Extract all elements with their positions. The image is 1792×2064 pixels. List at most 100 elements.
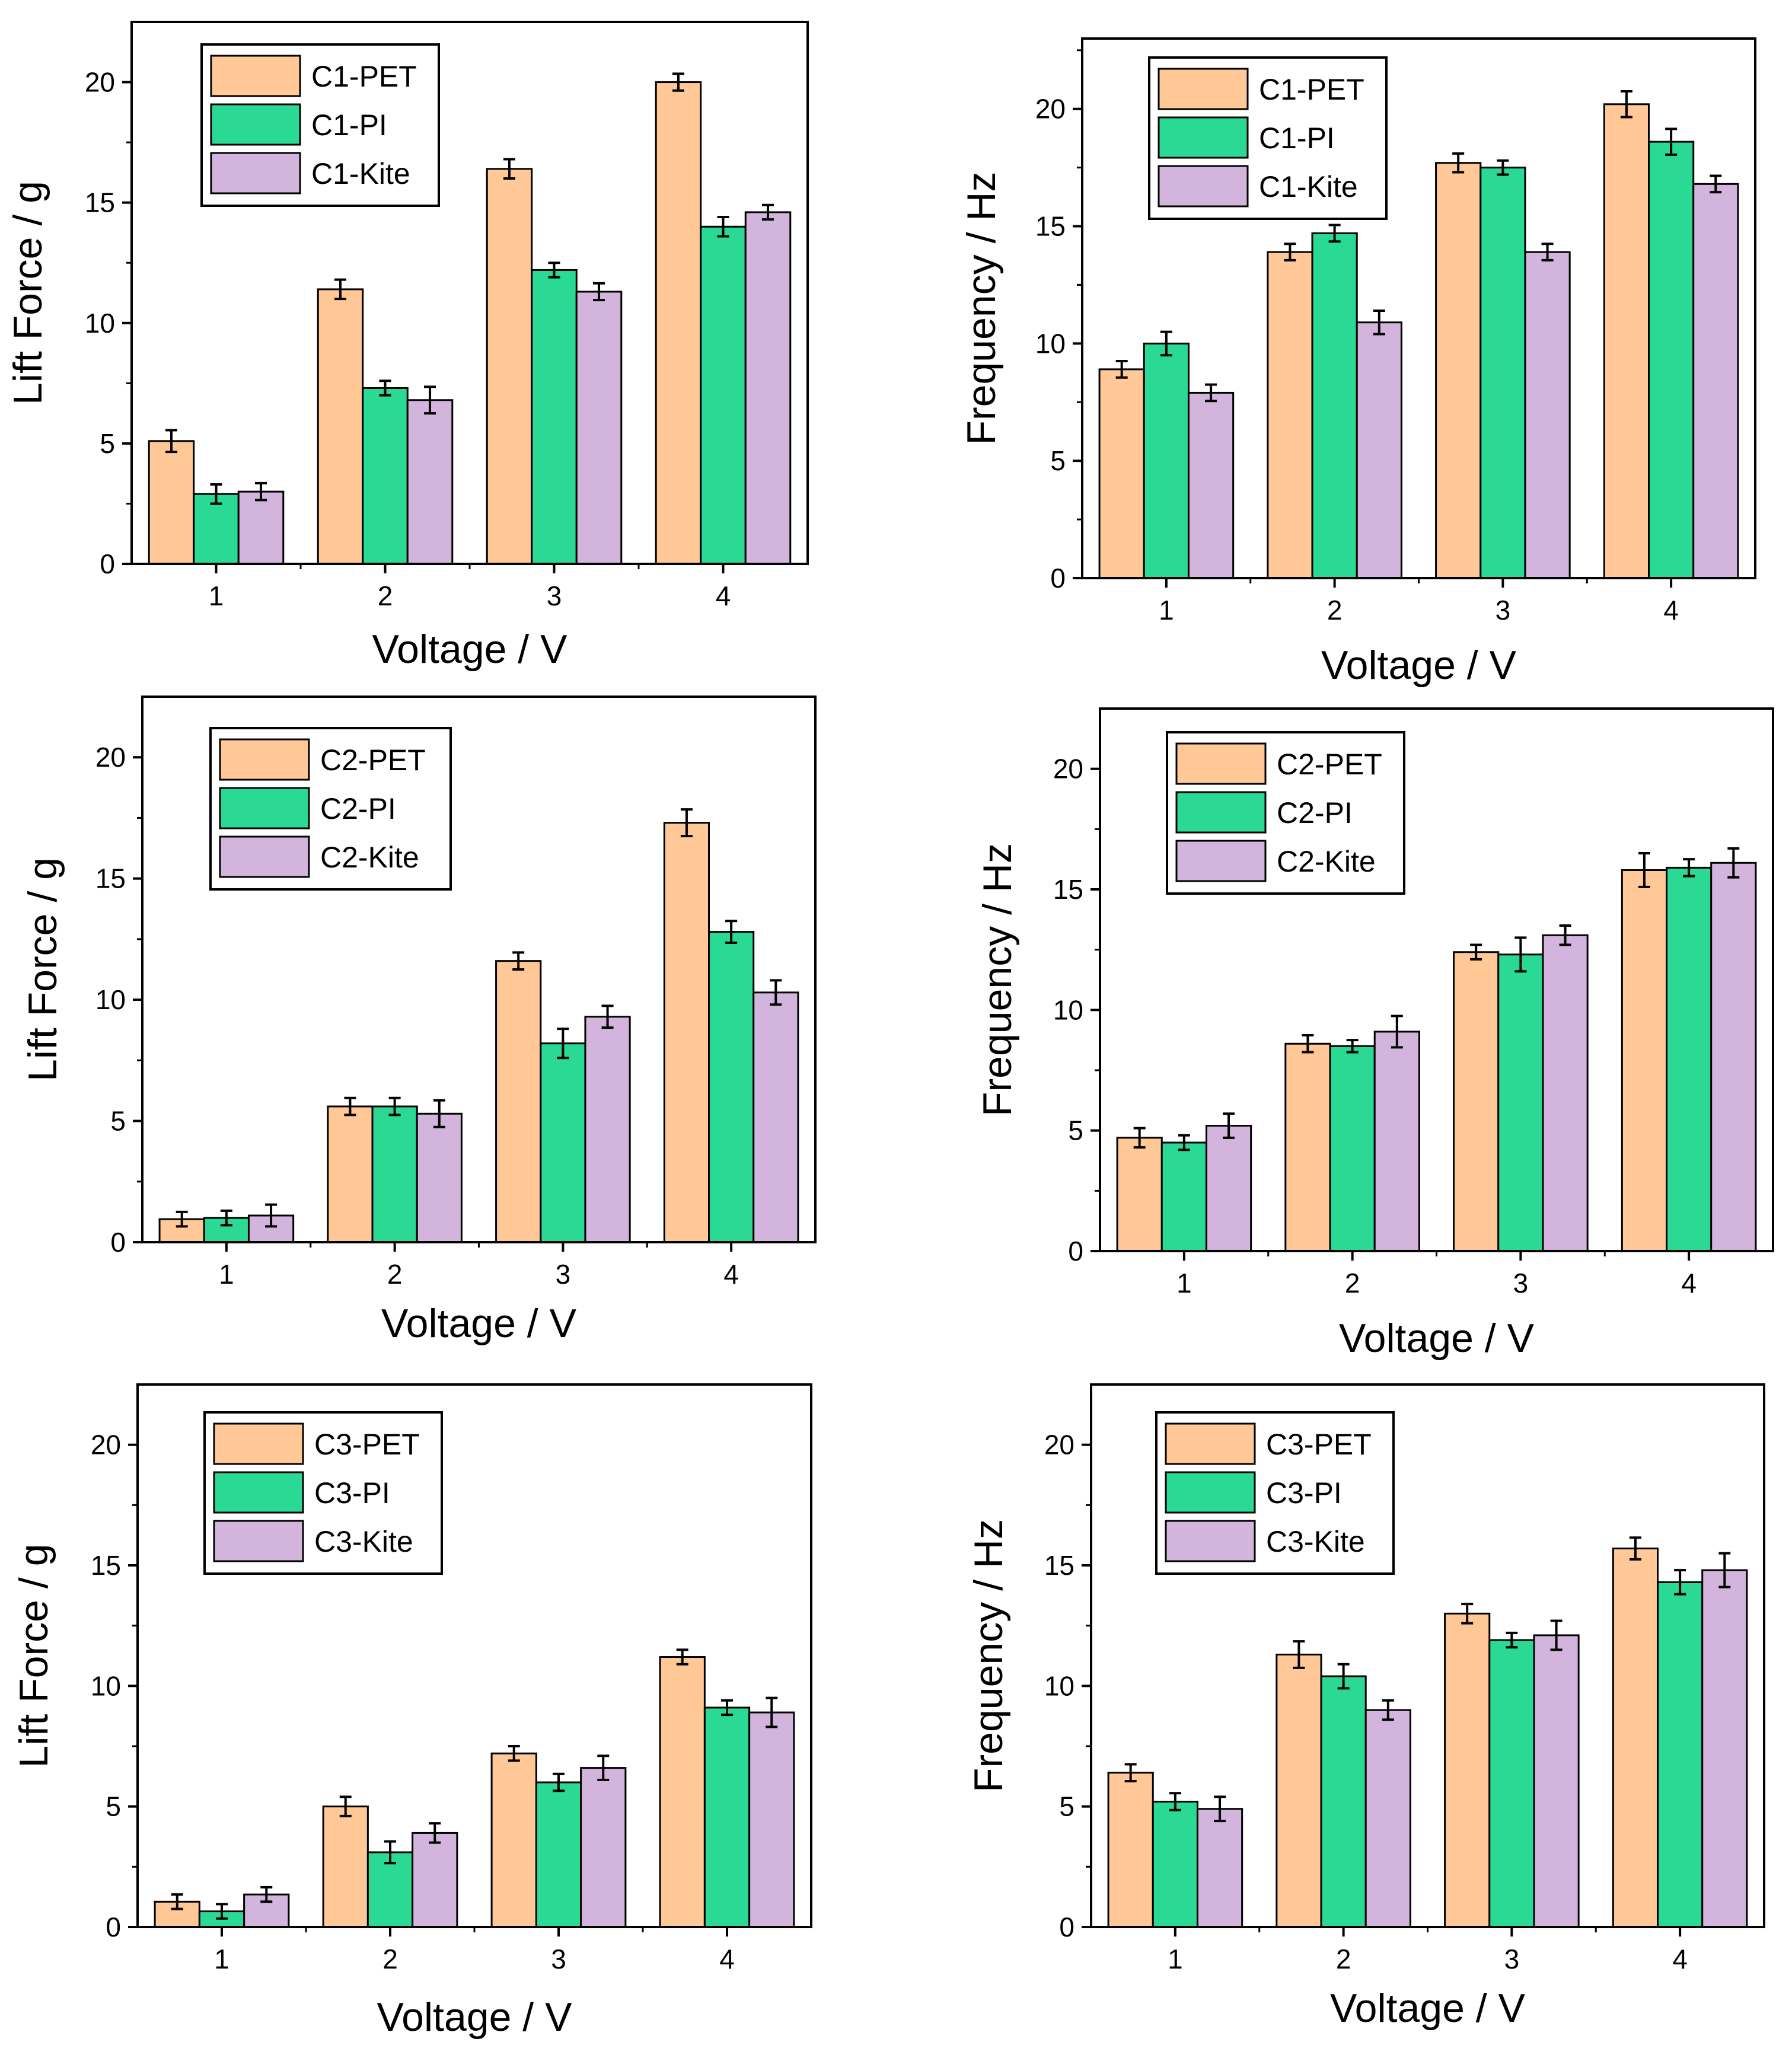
- y-tick-label: 5: [106, 1791, 121, 1822]
- error-bar-c3-pi-4: [721, 1699, 733, 1717]
- bar-c2-pi-2: [1329, 1045, 1376, 1252]
- y-tick-label: 0: [106, 1912, 121, 1942]
- bar-c3-kite-4: [1701, 1569, 1748, 1928]
- legend-label-c3-kite: C3-Kite: [314, 1525, 413, 1558]
- bar-c1-pi-2: [1311, 232, 1358, 579]
- x-axis-label: Voltage / V: [381, 1301, 577, 1346]
- legend-swatch-c2-pi: [219, 787, 310, 830]
- error-bar-c1-pi-4: [1665, 127, 1678, 156]
- legend-label-c3-pet: C3-PET: [314, 1428, 420, 1461]
- bar-c3-pet-1: [1107, 1772, 1154, 1928]
- y-tick-label: 20: [91, 1430, 121, 1460]
- legend-label-c1-kite: C1-Kite: [311, 157, 410, 190]
- x-tick-label: 1: [1168, 1944, 1183, 1974]
- bar-c1-pet-2: [1267, 251, 1313, 579]
- error-bar-c3-kite-1: [1214, 1795, 1226, 1823]
- bar-c1-pet-1: [1098, 368, 1145, 579]
- y-tick-label: 20: [95, 742, 126, 773]
- bar-c3-pi-2: [1320, 1675, 1367, 1928]
- error-bar-c3-pet-2: [1293, 1640, 1305, 1669]
- bar-c3-pet-3: [490, 1752, 537, 1928]
- x-tick-label: 2: [378, 580, 393, 611]
- y-tick-label: 10: [91, 1670, 121, 1701]
- x-tick-label: 3: [547, 580, 562, 611]
- legend-swatch-c1-pi: [1158, 116, 1249, 159]
- y-axis-label: Lift Force / g: [5, 181, 50, 405]
- error-bar-c2-kite-3: [1559, 924, 1571, 946]
- bar-c1-pet-3: [486, 168, 533, 565]
- x-tick-label: 4: [1663, 595, 1679, 626]
- error-bar-c3-kite-1: [260, 1886, 273, 1903]
- bar-c2-pet-2: [1284, 1042, 1331, 1252]
- error-bar-c3-pi-1: [216, 1903, 228, 1920]
- legend-label-c2-kite: C2-Kite: [1277, 845, 1376, 878]
- error-bar-c3-pet-3: [508, 1745, 520, 1762]
- error-bar-c1-kite-4: [1710, 174, 1722, 194]
- bar-c3-kite-3: [1533, 1634, 1580, 1928]
- legend-swatch-c3-pet: [1165, 1422, 1256, 1465]
- bar-c1-kite-2: [1356, 321, 1402, 579]
- error-bar-c3-pi-1: [1169, 1792, 1181, 1811]
- bar-c2-pet-3: [1453, 951, 1500, 1252]
- legend-label-c3-pi: C3-PI: [1266, 1476, 1342, 1510]
- legend-label-c3-pet: C3-PET: [1266, 1428, 1372, 1461]
- y-tick-label: 10: [1044, 1670, 1074, 1701]
- legend-swatch-c1-pet: [210, 55, 301, 97]
- legend-label-c2-pi: C2-PI: [320, 792, 396, 825]
- bar-c3-pet-4: [1612, 1548, 1659, 1928]
- chart-panel-5: 0 5 10 15 20 1 2 3 4 Voltage / V Lift Force / g C3-…: [11, 1383, 812, 2040]
- error-bar-c3-pet-4: [676, 1648, 688, 1666]
- bar-c2-pet-1: [1116, 1137, 1163, 1252]
- error-bar-c1-pet-1: [165, 429, 177, 454]
- y-tick-label: 10: [95, 984, 126, 1015]
- error-bar-c3-pi-3: [553, 1772, 565, 1792]
- error-bar-c3-pet-2: [339, 1795, 352, 1817]
- bar-c3-pi-4: [1657, 1581, 1704, 1928]
- bar-c2-pi-3: [540, 1042, 586, 1243]
- bar-c1-pi-3: [531, 269, 578, 565]
- x-tick-label: 3: [551, 1944, 566, 1974]
- error-bar-c3-kite-3: [597, 1754, 610, 1781]
- error-bar-c2-pet-1: [1133, 1127, 1146, 1149]
- y-axis-label: Frequency / Hz: [959, 171, 1004, 445]
- bar-c2-pi-4: [1666, 866, 1713, 1252]
- bar-c1-pi-2: [362, 387, 409, 565]
- legend-label-c2-pet: C2-PET: [1277, 748, 1382, 781]
- error-bar-c2-pet-1: [176, 1210, 188, 1228]
- error-bar-c2-kite-4: [1727, 847, 1740, 879]
- bar-c2-pet-2: [327, 1105, 374, 1243]
- legend-swatch-c1-pi: [210, 103, 301, 146]
- x-axis-label: Voltage / V: [377, 1995, 573, 2040]
- error-bar-c3-kite-4: [1718, 1552, 1731, 1588]
- x-tick-label: 2: [1327, 595, 1343, 626]
- x-tick-label: 2: [1345, 1268, 1360, 1299]
- bar-c3-pet-3: [1444, 1612, 1491, 1928]
- y-tick-label: 10: [85, 308, 115, 339]
- legend-label-c1-pi: C1-PI: [1259, 122, 1335, 155]
- y-tick-label: 15: [1035, 211, 1066, 242]
- bar-c2-kite-2: [1373, 1031, 1420, 1252]
- x-tick-label: 2: [1336, 1944, 1351, 1974]
- legend: C3-PET C3-PI C3-Kite: [203, 1411, 443, 1575]
- error-bar-c3-kite-2: [429, 1822, 441, 1844]
- error-bar-c1-pi-1: [1160, 330, 1172, 357]
- error-bar-c2-pi-4: [725, 920, 738, 945]
- legend-swatch-c3-kite: [213, 1520, 304, 1562]
- bar-c1-kite-4: [744, 211, 792, 565]
- bar-c1-pi-1: [1143, 342, 1190, 579]
- legend: C1-PET C1-PI C1-Kite: [200, 43, 440, 207]
- x-axis-label: Voltage / V: [372, 627, 568, 672]
- error-bar-c1-pi-1: [210, 483, 222, 505]
- error-bar-c2-pi-4: [1683, 858, 1695, 878]
- legend-swatch-c2-kite: [1175, 840, 1267, 882]
- y-tick-label: 5: [110, 1106, 126, 1137]
- error-bar-c1-pi-3: [548, 261, 560, 279]
- bar-c1-kite-1: [237, 490, 285, 565]
- y-tick-label: 15: [1044, 1550, 1074, 1581]
- legend: C3-PET C3-PI C3-Kite: [1155, 1411, 1395, 1575]
- error-bar-c2-pet-3: [512, 951, 525, 971]
- x-axis-label: Voltage / V: [1330, 1986, 1526, 2031]
- legend-swatch-c3-kite: [1165, 1520, 1256, 1562]
- legend-label-c1-pet: C1-PET: [311, 60, 417, 93]
